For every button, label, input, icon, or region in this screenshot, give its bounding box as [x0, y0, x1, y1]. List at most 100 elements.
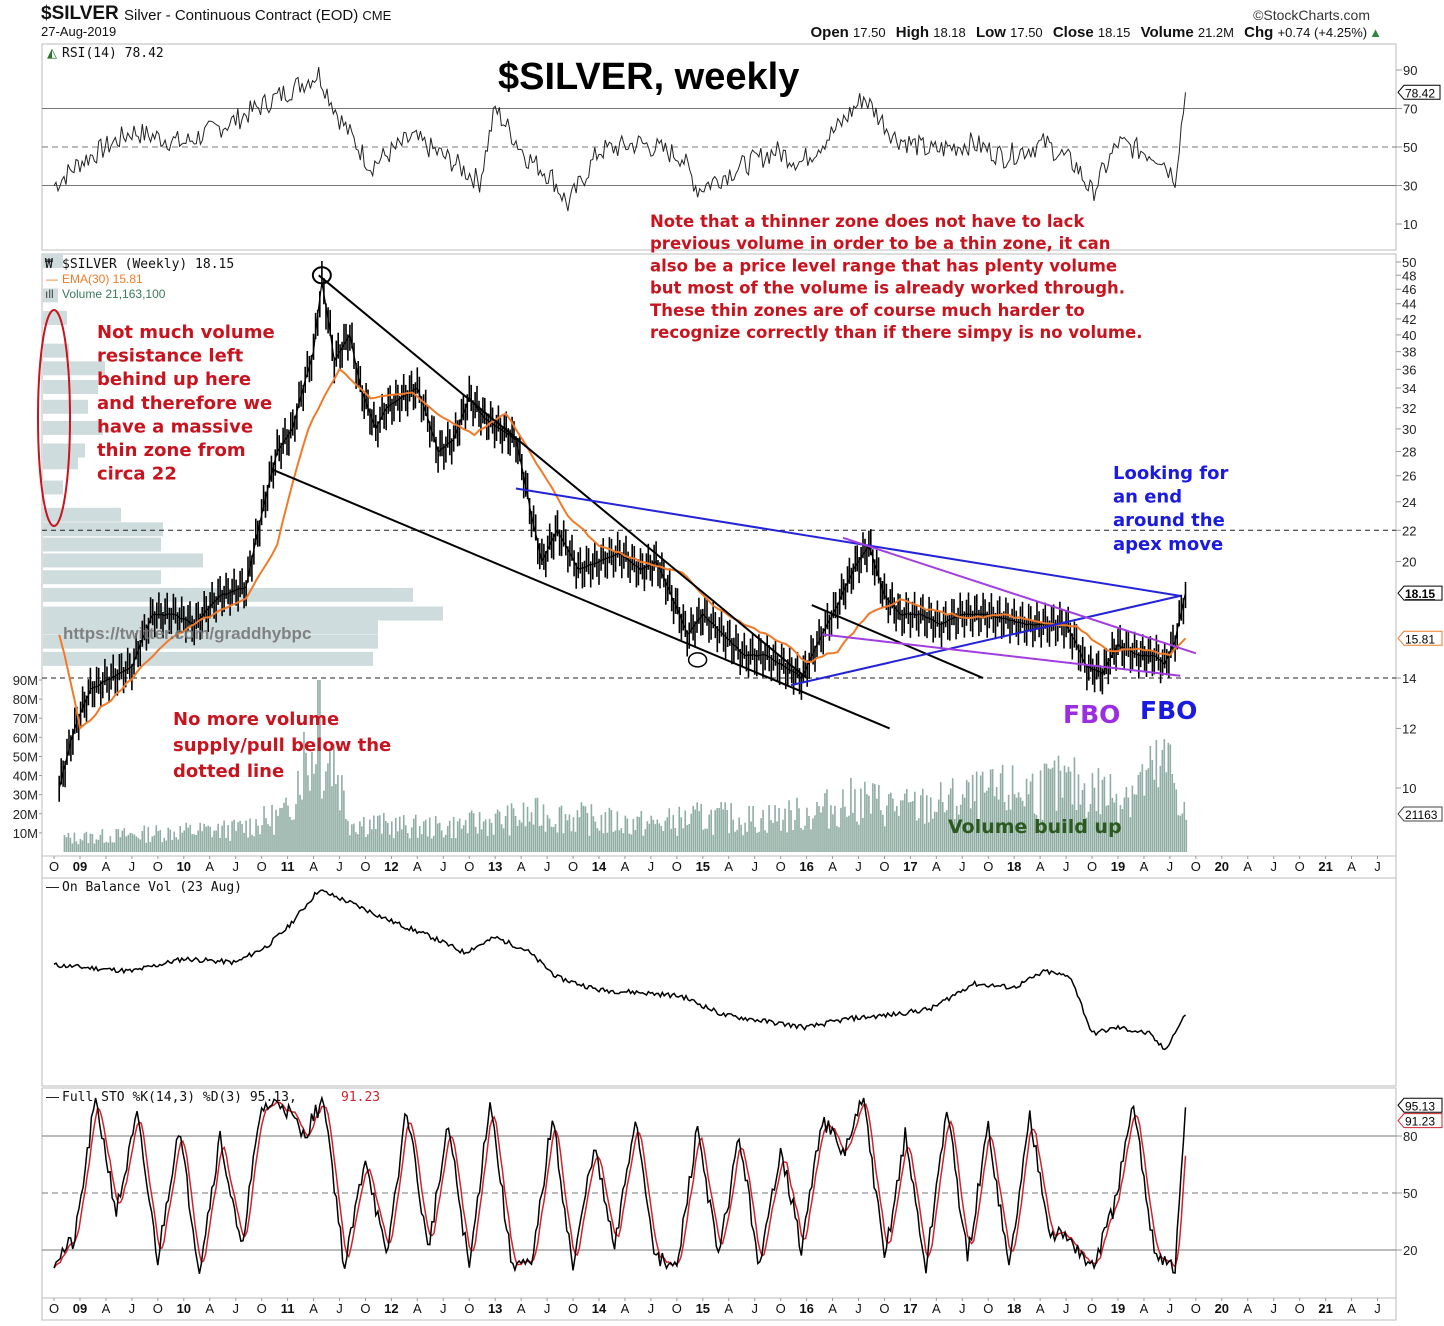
volume-bar: [263, 806, 265, 852]
sto-tick-label: 50: [1403, 1186, 1417, 1201]
volume-bar: [93, 843, 96, 852]
volume-bar: [183, 830, 185, 852]
volume-bar: [548, 818, 551, 852]
volume-bar: [1047, 768, 1050, 852]
x-tick-label: 09: [73, 1301, 87, 1316]
sto-k-line: [53, 1095, 1187, 1274]
x-tick-label: A: [102, 1301, 111, 1316]
volume-profile-bar: [43, 620, 378, 635]
volume-bar: [782, 819, 784, 852]
volume-bar: [514, 815, 517, 852]
volume-bar: [570, 831, 573, 852]
trendline-upper: [318, 274, 808, 679]
volume-profile-bar: [43, 288, 58, 303]
close-value: 18.15: [1097, 25, 1131, 40]
volume-bar: [754, 826, 756, 852]
volume-bar: [896, 805, 898, 852]
volume-bar: [1137, 774, 1140, 852]
volume-bar: [1033, 813, 1036, 852]
volume-bar: [804, 825, 806, 852]
volume-bar: [792, 830, 794, 852]
volume-bar: [1085, 817, 1088, 852]
volume-bar: [259, 834, 261, 852]
x-tick-label: J: [751, 859, 758, 874]
volume-bar: [572, 817, 575, 852]
volume-bar: [957, 814, 960, 852]
x-tick-label: 11: [281, 859, 295, 874]
volume-bar: [448, 820, 451, 852]
volume-bar: [911, 801, 914, 852]
volume-bar: [826, 789, 828, 852]
volume-bar: [249, 818, 251, 852]
symbol: $SILVER: [41, 3, 119, 24]
x-tick-label: J: [440, 1301, 447, 1316]
x-tick-label: J: [1063, 859, 1070, 874]
volume-bar: [1133, 794, 1136, 852]
volume-bar: [392, 838, 395, 852]
volume-bar: [961, 794, 964, 852]
volume-bar: [576, 810, 579, 852]
x-tick-label: O: [1087, 1301, 1097, 1316]
volume-bar: [824, 793, 826, 852]
volume-bar: [323, 790, 325, 852]
volume-bar: [820, 812, 822, 852]
volume-bar: [490, 822, 493, 852]
volume-bar: [476, 833, 479, 852]
volume-label: Volume: [1140, 24, 1194, 41]
volume-bar: [945, 810, 948, 852]
volume-bar: [532, 824, 535, 852]
volume-profile-bar: [43, 651, 373, 666]
volume-bar: [454, 838, 457, 852]
price-tick-label: 42: [1402, 312, 1416, 327]
volume-bar: [1007, 794, 1010, 852]
volume-bar: [353, 823, 355, 852]
volume-bar: [466, 833, 469, 852]
volume-bar: [343, 790, 345, 852]
x-tick-label: J: [544, 859, 551, 874]
volume-bar: [542, 804, 545, 852]
volume-profile-bar: [43, 399, 88, 414]
volume-bar: [468, 812, 471, 852]
volume-bar: [261, 825, 263, 852]
x-tick-label: A: [828, 1301, 837, 1316]
thin-zone-annotation-line: circa 22: [97, 464, 177, 485]
no-volume-annotation-line: dotted line: [173, 761, 284, 782]
volume-bar: [291, 819, 293, 852]
volume-bar: [696, 802, 699, 852]
volume-bar: [674, 828, 677, 852]
volume-bar: [614, 830, 617, 852]
volume-bar: [913, 791, 916, 852]
volume-bar: [325, 771, 327, 852]
volume-bar: [109, 836, 112, 852]
price-tick-label: 24: [1402, 495, 1416, 510]
volume-bar: [510, 803, 513, 852]
volume-bar: [686, 825, 689, 852]
volume-bar: [732, 819, 734, 852]
volume-bar: [1079, 804, 1082, 852]
volume-bar: [866, 794, 868, 852]
volume-bar: [742, 835, 744, 852]
chg-label: Chg: [1244, 24, 1274, 41]
x-axis-strip: [41, 855, 1397, 879]
x-tick-label: O: [49, 859, 59, 874]
close-label: Close: [1052, 24, 1094, 41]
x-tick-label: O: [153, 1301, 163, 1316]
volume-bar: [925, 795, 928, 852]
volume-bar: [880, 810, 882, 852]
brand-logo[interactable]: ©StockCharts.com: [1253, 7, 1370, 23]
volume-bar: [716, 808, 718, 852]
volume-bar: [616, 811, 619, 852]
volume-bar: [744, 822, 746, 852]
volume-bar: [283, 802, 285, 852]
volume-bar: [508, 835, 511, 852]
trendline-purple-upper: [842, 536, 1197, 655]
volume-bar: [460, 828, 463, 852]
volume-bar: [496, 809, 499, 852]
volume-profile-bar: [43, 553, 203, 568]
volume-bar: [642, 835, 645, 852]
volume-bar: [329, 751, 331, 852]
volume-bar: [600, 814, 603, 852]
volume-profile-bar: [43, 361, 105, 376]
volume-bar: [385, 820, 387, 852]
